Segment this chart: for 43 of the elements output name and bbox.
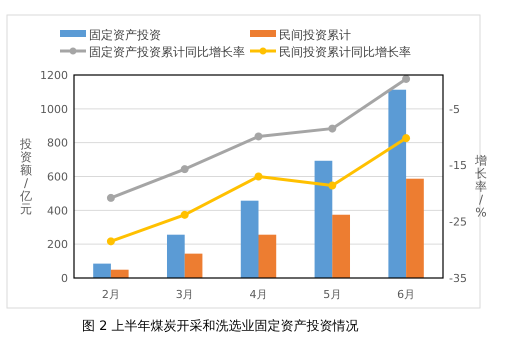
point bbox=[402, 134, 410, 142]
point bbox=[106, 237, 115, 246]
bar bbox=[93, 264, 111, 278]
bar bbox=[388, 90, 406, 278]
y-tick-label: 800 bbox=[47, 136, 68, 150]
y-tick-label: 400 bbox=[47, 204, 68, 218]
legend-label: 民间投资累计 bbox=[279, 28, 351, 42]
x-tick-label: 3月 bbox=[176, 288, 194, 301]
x-tick-label: 6月 bbox=[397, 288, 416, 301]
legend-label: 固定资产投资 bbox=[89, 28, 161, 42]
x-tick-label: 5月 bbox=[323, 288, 342, 301]
y-tick-label: 600 bbox=[47, 170, 68, 184]
point bbox=[254, 172, 262, 180]
x-tick-label: 4月 bbox=[250, 288, 268, 301]
legend-label: 固定资产投资累计同比增长率 bbox=[89, 45, 245, 59]
y2-tick-label: -5 bbox=[449, 102, 460, 116]
y-axis-title: 投资额/亿元 bbox=[19, 137, 32, 216]
x-tick-label: 2月 bbox=[102, 288, 120, 301]
y2-tick-label: -35 bbox=[449, 272, 467, 285]
bar bbox=[258, 234, 276, 278]
point bbox=[254, 132, 262, 140]
bar bbox=[240, 200, 258, 278]
bar bbox=[332, 214, 350, 278]
y-tick-label: 1000 bbox=[40, 102, 68, 116]
bar bbox=[184, 254, 202, 278]
text: 图 2 上半年煤炭开采和洗选业固定资产投资情况 bbox=[82, 319, 359, 334]
point bbox=[328, 124, 336, 133]
point bbox=[180, 210, 189, 219]
bar bbox=[314, 160, 332, 278]
y-tick-label: 200 bbox=[47, 238, 68, 252]
y-tick-label: 0 bbox=[61, 272, 68, 285]
bar bbox=[166, 234, 185, 278]
y2-tick-label: -25 bbox=[449, 216, 467, 229]
y2-axis-title: 增长率/% bbox=[474, 154, 487, 220]
point bbox=[328, 182, 336, 190]
y2-tick-label: -15 bbox=[449, 159, 467, 172]
point bbox=[402, 74, 410, 83]
bar bbox=[110, 270, 129, 278]
point bbox=[180, 165, 189, 174]
legend-label: 民间投资累计同比增长率 bbox=[279, 45, 411, 59]
bar bbox=[406, 178, 424, 278]
y-tick-label: 1200 bbox=[40, 69, 68, 82]
point bbox=[106, 194, 115, 202]
